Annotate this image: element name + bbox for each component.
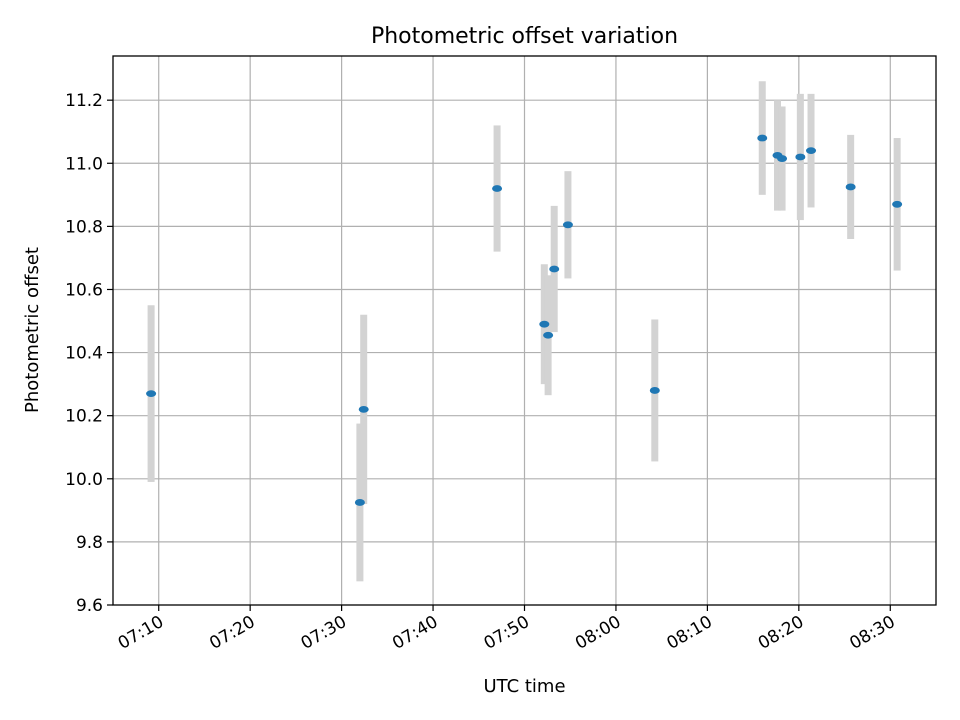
data-point — [539, 320, 550, 328]
y-tick-label: 10.6 — [65, 280, 103, 300]
y-tick-label: 11.2 — [65, 91, 103, 111]
data-point — [806, 147, 817, 155]
data-point — [358, 405, 369, 413]
y-tick-label: 9.6 — [76, 596, 103, 616]
chart-title: Photometric offset variation — [371, 24, 678, 49]
data-point — [146, 390, 157, 398]
y-axis-ticks: 9.6 9.8 10.0 10.2 10.4 10.6 10.8 11.0 11.2 — [65, 91, 113, 616]
y-axis-label: Photometric offset — [22, 247, 43, 413]
data-point — [492, 185, 503, 192]
y-tick-label: 10.2 — [65, 407, 103, 427]
data-points — [146, 134, 903, 506]
data-point — [649, 387, 660, 394]
y-tick-label: 10.4 — [65, 344, 103, 364]
y-tick-label: 9.8 — [76, 533, 103, 553]
data-point — [543, 331, 554, 339]
y-tick-label: 10.0 — [65, 470, 103, 490]
y-tick-label: 11.0 — [65, 154, 103, 174]
y-tick-label: 10.8 — [65, 217, 103, 237]
data-point — [777, 155, 788, 162]
data-point — [549, 265, 560, 273]
data-point — [354, 499, 365, 506]
data-point — [757, 134, 768, 142]
data-point — [892, 200, 903, 208]
grid-lines — [113, 56, 936, 605]
data-point — [795, 153, 806, 161]
data-point — [562, 221, 573, 229]
x-axis-label: UTC time — [483, 676, 565, 697]
data-point — [845, 183, 856, 191]
